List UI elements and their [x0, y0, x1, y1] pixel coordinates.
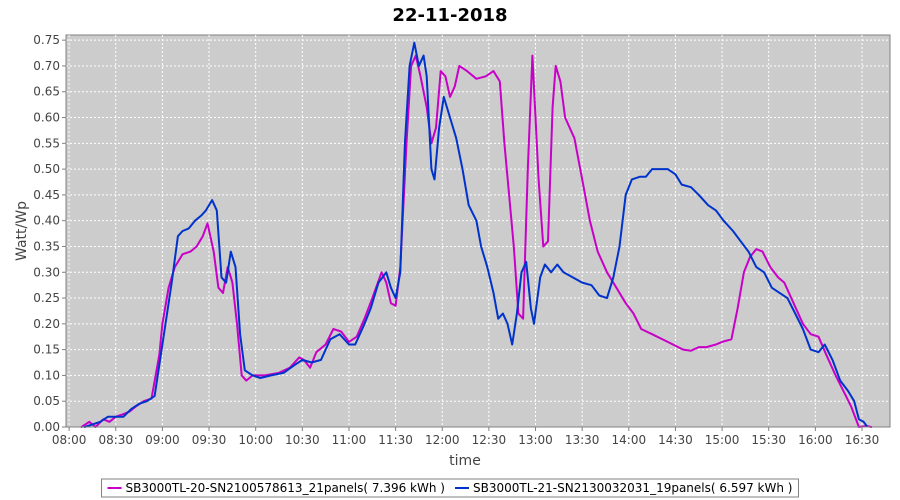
y-tick-label: 0.70	[33, 59, 60, 73]
y-axis-label: Watt/Wp	[14, 201, 30, 261]
series-line-2	[83, 41, 868, 428]
x-axis-label: time	[449, 453, 481, 469]
x-tick-label: 09:30	[192, 433, 227, 447]
y-tick-label: 0.30	[33, 265, 60, 279]
series-line-1	[80, 54, 873, 428]
x-tick-label: 11:00	[332, 433, 367, 447]
x-tick-label: 14:00	[612, 433, 647, 447]
y-tick-label: 0.50	[33, 162, 60, 176]
y-tick-label: 0.05	[33, 394, 60, 408]
x-tick-label: 16:30	[845, 433, 880, 447]
legend-label-1: SB3000TL-20-SN2100578613_21panels( 7.396…	[126, 481, 445, 495]
y-tick-label: 0.00	[33, 420, 60, 434]
axes	[65, 35, 890, 428]
chart-title: 22-11-2018	[392, 5, 507, 26]
y-tick-label: 0.10	[33, 368, 60, 382]
x-tick-label: 13:30	[565, 433, 600, 447]
x-tick-label: 15:30	[751, 433, 786, 447]
y-tick-label: 0.35	[33, 239, 60, 253]
legend-label-2: SB3000TL-21-SN2130032031_19panels( 6.597…	[473, 481, 792, 495]
x-tick-label: 12:00	[425, 433, 460, 447]
x-tick-label: 16:00	[798, 433, 833, 447]
y-tick-label: 0.40	[33, 214, 60, 228]
x-tick-label: 10:30	[285, 433, 320, 447]
x-tick-label: 12:30	[472, 433, 507, 447]
y-tick-label: 0.75	[33, 33, 60, 47]
x-axis-ticks: 08:00 08:30 09:00 09:30 10:00 10:30 11:00 11:30…	[52, 427, 879, 447]
x-tick-label: 13:00	[518, 433, 553, 447]
x-tick-label: 14:30	[658, 433, 693, 447]
y-tick-label: 0.25	[33, 291, 60, 305]
y-tick-label: 0.45	[33, 188, 60, 202]
x-tick-label: 08:30	[98, 433, 133, 447]
x-tick-label: 15:00	[705, 433, 740, 447]
legend-box	[101, 478, 799, 498]
series-lines	[80, 41, 873, 428]
x-tick-label: 10:00	[238, 433, 273, 447]
x-tick-label: 09:00	[145, 433, 180, 447]
y-axis-ticks: 0.00 0.05 0.10 0.15 0.20 0.25 0.30 0.35 0.40 0.45…	[33, 33, 66, 434]
x-tick-label: 08:00	[52, 433, 87, 447]
x-tick-label: 11:30	[378, 433, 413, 447]
y-tick-label: 0.60	[33, 111, 60, 125]
legend: SB3000TL-20-SN2100578613_21panels( 7.396…	[101, 478, 799, 498]
y-tick-label: 0.65	[33, 85, 60, 99]
legend-item-2: SB3000TL-21-SN2130032031_19panels( 6.597…	[455, 481, 792, 495]
legend-item-1: SB3000TL-20-SN2100578613_21panels( 7.396…	[107, 481, 445, 495]
y-tick-label: 0.15	[33, 343, 60, 357]
y-tick-label: 0.55	[33, 136, 60, 150]
y-tick-label: 0.20	[33, 317, 60, 331]
